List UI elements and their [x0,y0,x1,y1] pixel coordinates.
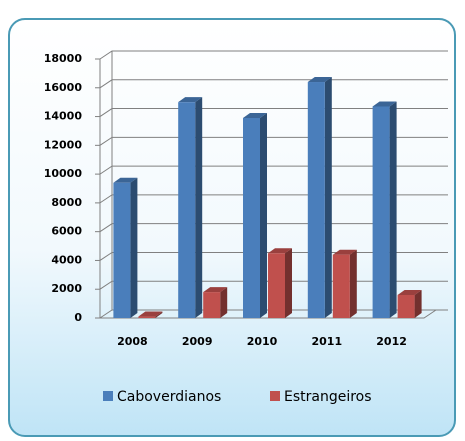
legend-swatch [103,391,113,401]
chart-frame [8,18,456,437]
bar-top [138,311,163,317]
bar [178,102,196,319]
bar-side [349,249,357,318]
grid-line [99,136,448,146]
y-tick-label: 2000 [51,282,82,295]
x-tick-label: 2008 [117,335,148,348]
axis [99,59,437,319]
legend-label: Estrangeiros [284,389,372,405]
bar [268,253,285,318]
x-tick-label: 2012 [376,335,407,348]
bar-top [307,77,332,83]
legend-swatch [270,391,280,401]
bar-side [155,311,163,318]
y-tick-label: 0 [74,311,82,324]
grid-line [99,108,448,117]
bar [307,82,325,319]
x-tick-label: 2010 [247,335,278,348]
bar-top [332,249,357,255]
bar-side [260,112,267,318]
grid-line [99,223,448,233]
bar-top [113,177,138,183]
bar-side [220,287,228,318]
y-tick-label: 18000 [44,52,83,65]
bar [113,182,131,318]
legend-label: Caboverdianos [117,389,221,405]
y-tick-label: 10000 [44,167,83,180]
bar-top [268,248,292,254]
bar-top [178,97,203,103]
grid-line [99,194,448,204]
y-tick-label: 16000 [44,81,83,94]
x-tick-label: 2011 [311,335,342,348]
grid-line [99,165,448,175]
bar [332,254,350,318]
y-tick-label: 8000 [51,196,82,209]
bar-side [389,101,397,318]
bar-side [195,97,203,319]
bar [397,294,415,318]
bar-top [203,287,228,293]
bar-side [324,77,332,319]
bar-side [130,177,138,318]
y-tick-label: 12000 [44,138,83,151]
bar-side [414,289,422,318]
y-tick-label: 4000 [51,253,82,266]
grid-line [99,79,448,89]
bar-top [397,289,422,295]
y-tick-label: 6000 [51,225,82,238]
bar [243,117,260,318]
grid-line [99,50,448,60]
y-tick-label: 14000 [44,110,83,123]
bar [138,316,156,318]
bar-top [243,112,267,118]
x-tick-label: 2009 [182,335,213,348]
bar [203,292,221,318]
bar [372,106,390,318]
bar-top [372,101,397,107]
bar-side [285,248,292,318]
